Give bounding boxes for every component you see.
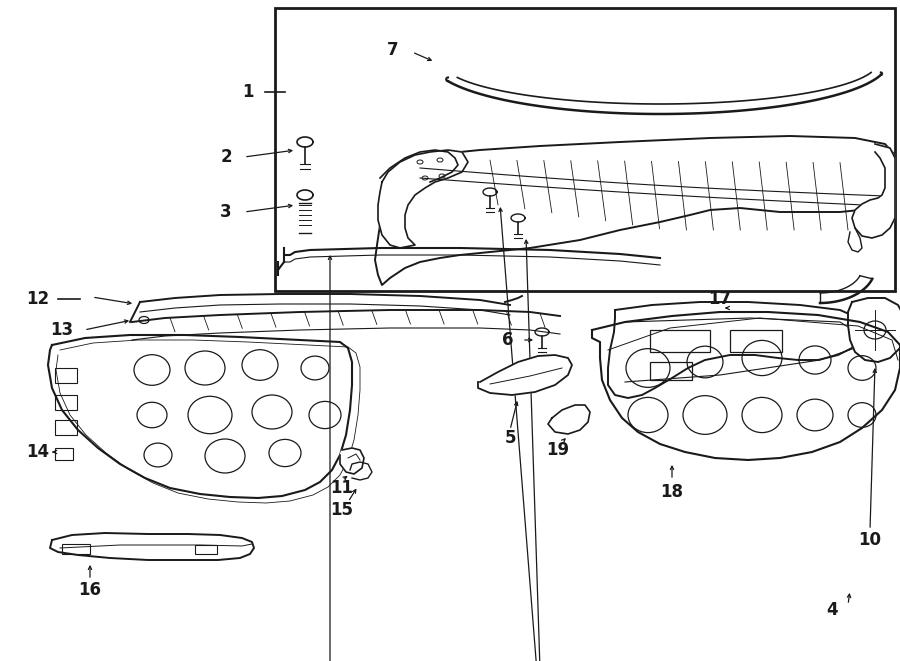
Bar	[55, 420, 77, 435]
Bar	[730, 330, 782, 352]
Text: 14: 14	[26, 443, 50, 461]
Polygon shape	[608, 302, 858, 398]
Text: 19: 19	[546, 441, 570, 459]
Polygon shape	[848, 298, 900, 362]
Polygon shape	[380, 150, 458, 182]
Polygon shape	[340, 448, 364, 474]
Polygon shape	[48, 335, 352, 498]
Polygon shape	[350, 462, 372, 480]
Text: 13: 13	[50, 321, 74, 339]
Bar	[650, 330, 710, 352]
Text: 15: 15	[330, 501, 354, 519]
Text: 5: 5	[504, 429, 516, 447]
Polygon shape	[852, 144, 895, 238]
Text: 2: 2	[220, 148, 232, 166]
Bar	[62, 544, 90, 554]
Bar	[55, 368, 77, 383]
Text: 17: 17	[708, 290, 732, 308]
Polygon shape	[378, 150, 468, 248]
Text: 11: 11	[330, 479, 354, 497]
Text: 18: 18	[661, 483, 683, 501]
Bar	[275, 8, 895, 291]
Bar	[650, 362, 692, 380]
Bar	[55, 448, 73, 460]
Text: 12: 12	[26, 290, 50, 308]
Polygon shape	[478, 355, 572, 395]
Polygon shape	[848, 228, 862, 252]
Text: 7: 7	[387, 41, 399, 59]
Text: 1: 1	[242, 83, 254, 101]
Polygon shape	[592, 312, 900, 460]
Text: 16: 16	[78, 581, 102, 599]
Text: 4: 4	[826, 601, 838, 619]
Bar	[55, 395, 77, 410]
Text: 10: 10	[859, 531, 881, 549]
Polygon shape	[548, 405, 590, 434]
Text: 6: 6	[502, 331, 514, 349]
Polygon shape	[50, 533, 254, 560]
Polygon shape	[375, 136, 895, 285]
Bar	[195, 545, 217, 554]
Text: 3: 3	[220, 203, 232, 221]
